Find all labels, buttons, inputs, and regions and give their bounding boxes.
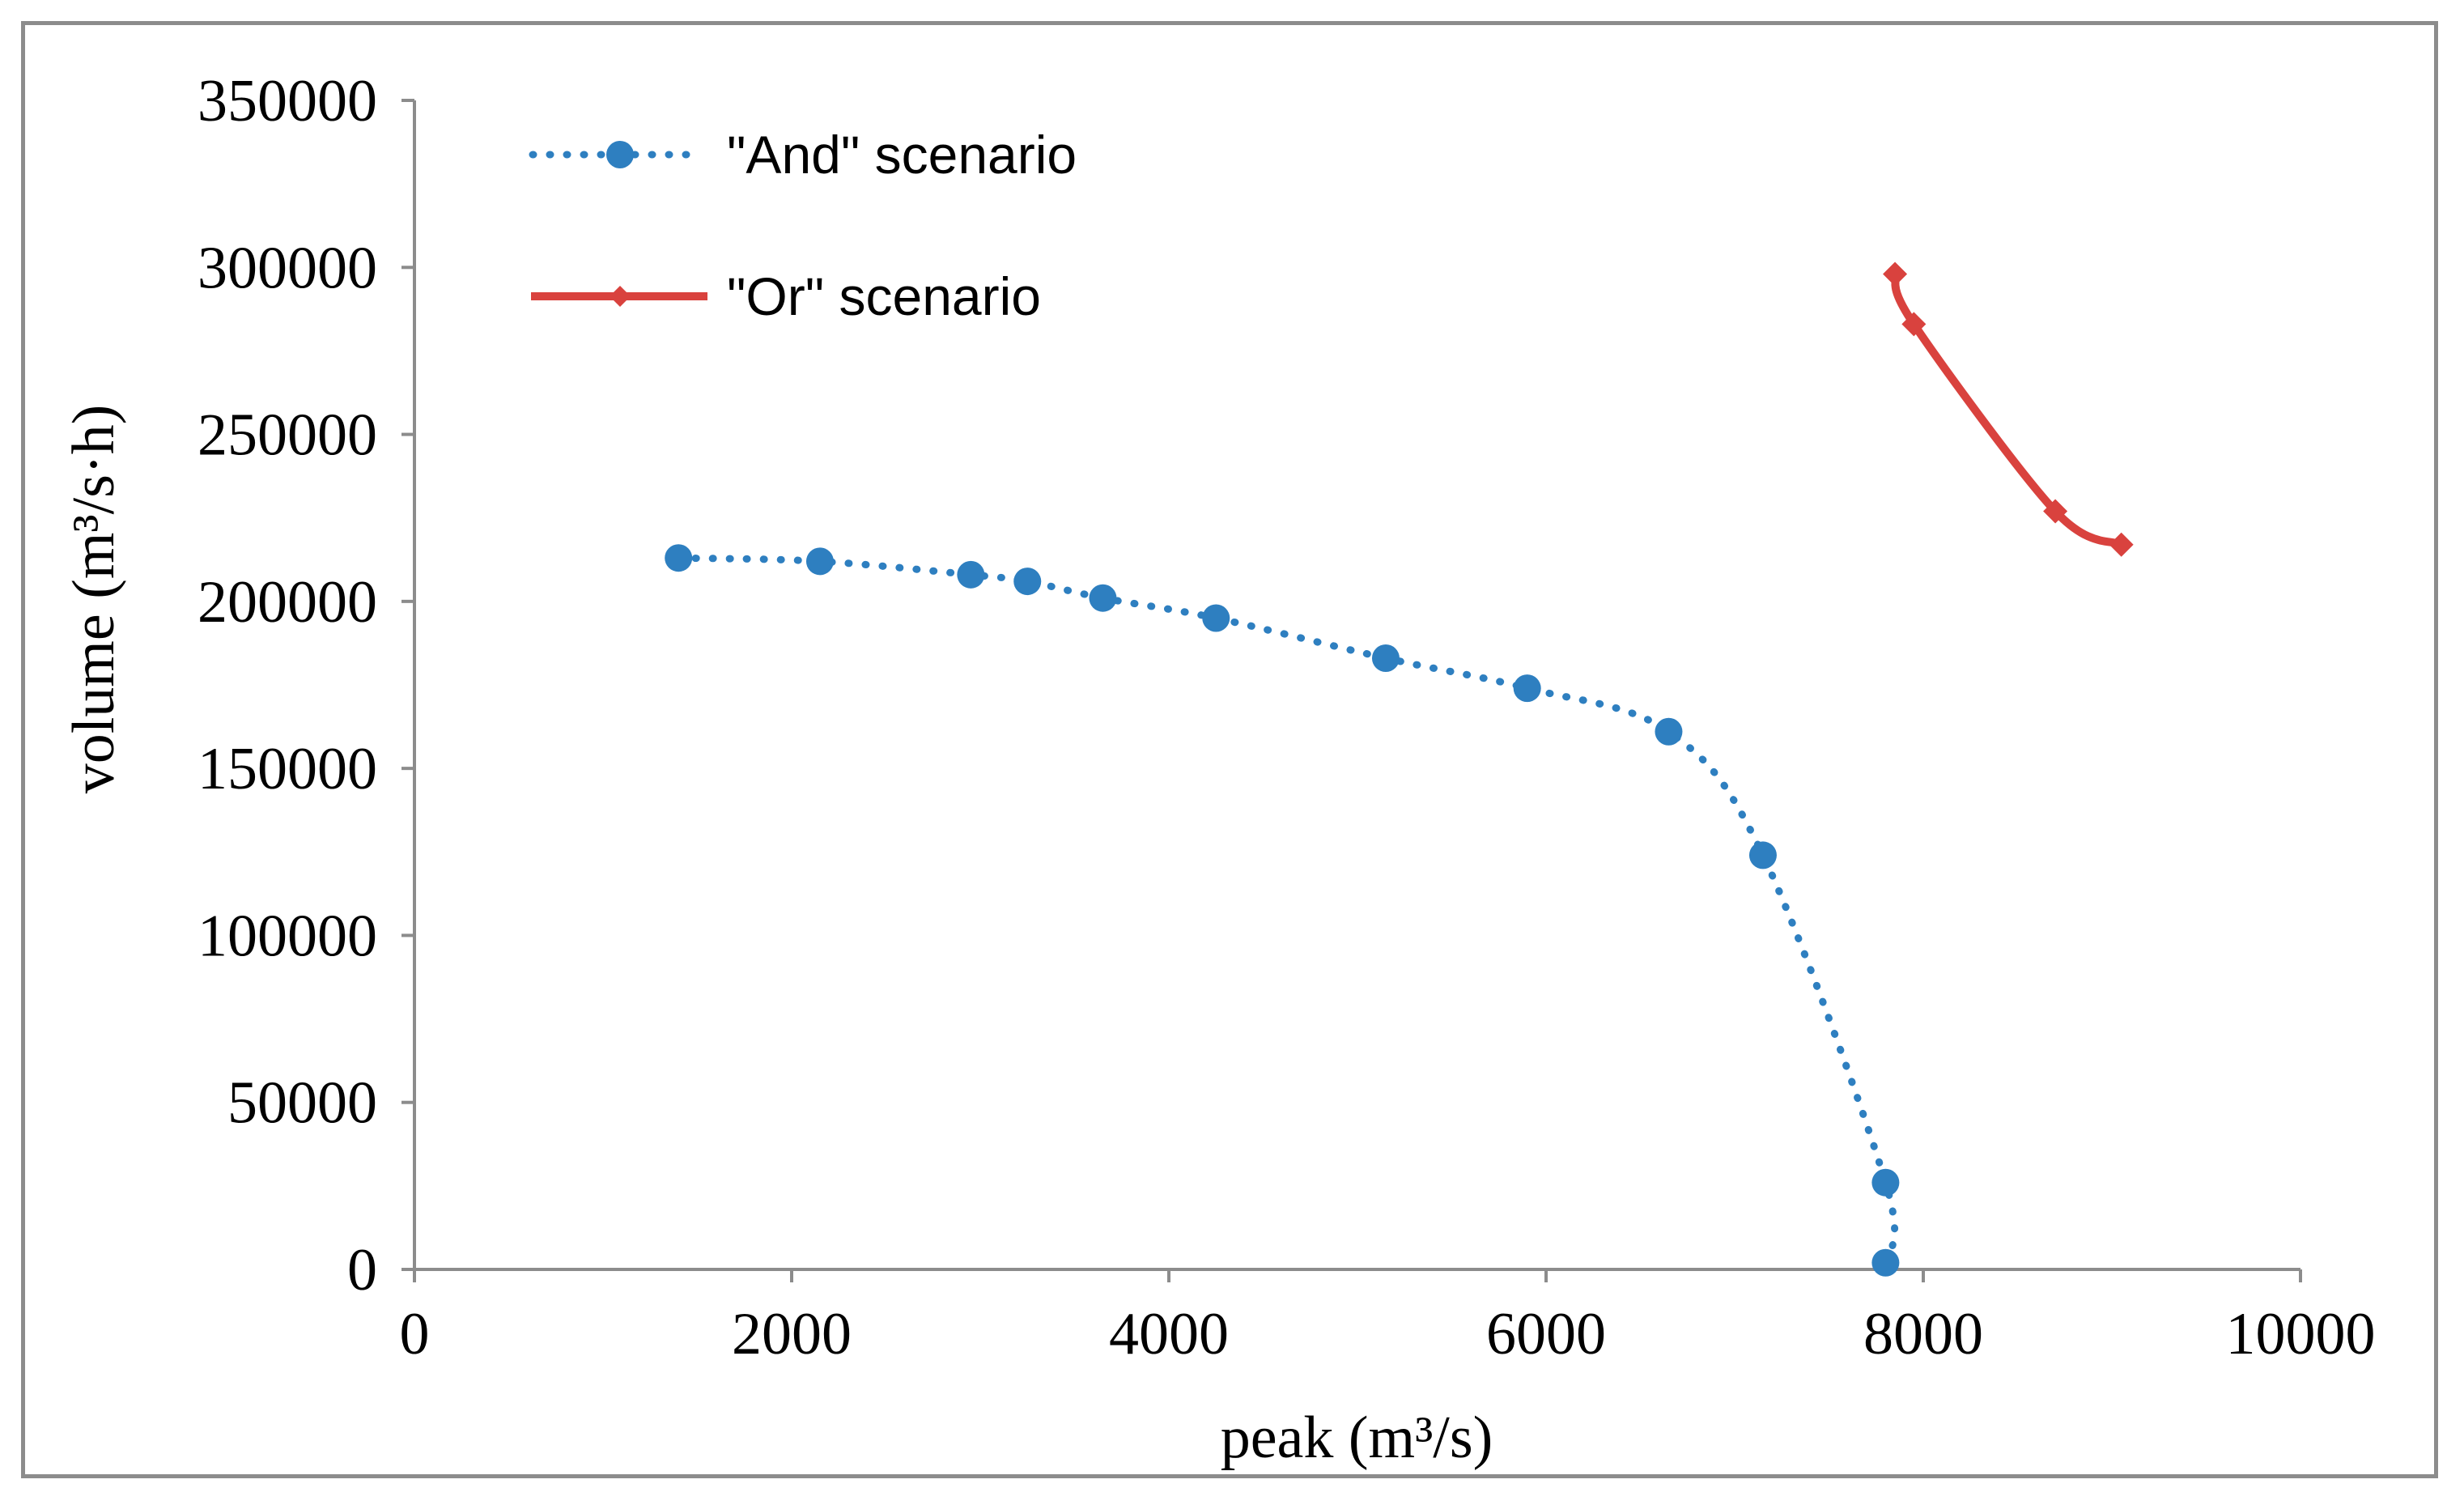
data-point-0 (1655, 717, 1683, 746)
data-point-1 (1901, 312, 1927, 337)
data-point-1 (1883, 261, 1908, 287)
x-tick-label: 4000 (1109, 1301, 1229, 1367)
data-point-0 (1748, 841, 1777, 869)
data-point-0 (1371, 644, 1400, 672)
data-point-1 (2109, 532, 2134, 557)
y-tick-label: 200000 (198, 569, 377, 636)
legend-item-and: "And" scenario (529, 125, 1077, 185)
chart-frame (21, 21, 2438, 1478)
x-axis-title: peak (m³/s) (1221, 1405, 1493, 1471)
data-point-0 (1089, 584, 1117, 612)
y-tick-label: 250000 (198, 402, 377, 469)
data-point-0 (1202, 604, 1230, 632)
x-tick-label: 0 (400, 1301, 430, 1367)
series-layer (665, 261, 2134, 1277)
legend-and-label: "And" scenario (727, 125, 1077, 185)
data-point-0 (1513, 674, 1541, 703)
y-tick-label: 50000 (227, 1070, 377, 1137)
legend-or-label: "Or" scenario (727, 266, 1041, 326)
legend-item-or: "Or" scenario (531, 266, 1041, 326)
y-ticks: 0 50000 100000 150000 200000 250000 300000 3500… (198, 68, 414, 1303)
x-ticks: 0 2000 4000 6000 8000 10000 (400, 1269, 2376, 1367)
data-point-1 (2043, 499, 2068, 524)
y-tick-label: 100000 (198, 903, 377, 969)
legend: "And" scenario "Or" scenario (529, 125, 1077, 326)
series-line-0 (674, 554, 1899, 1267)
data-point-0 (1013, 568, 1042, 596)
y-axis-title: volume (m³/s·h) (61, 405, 127, 794)
data-point-0 (805, 547, 834, 576)
y-tick-label: 150000 (198, 736, 377, 802)
data-point-0 (1871, 1168, 1900, 1197)
legend-or-marker (610, 286, 631, 307)
y-tick-label: 350000 (198, 68, 377, 134)
data-point-0 (957, 560, 985, 589)
x-tick-label: 10000 (2226, 1301, 2376, 1367)
y-tick-label: 300000 (198, 235, 377, 301)
data-point-0 (665, 544, 693, 572)
x-tick-label: 8000 (1863, 1301, 1983, 1367)
x-tick-label: 6000 (1486, 1301, 1606, 1367)
axes (413, 100, 2300, 1271)
series-line-1 (1891, 272, 2123, 549)
x-tick-label: 2000 (732, 1301, 852, 1367)
y-tick-label: 0 (347, 1237, 377, 1303)
legend-and-marker (606, 141, 634, 168)
data-point-0 (1871, 1248, 1900, 1277)
